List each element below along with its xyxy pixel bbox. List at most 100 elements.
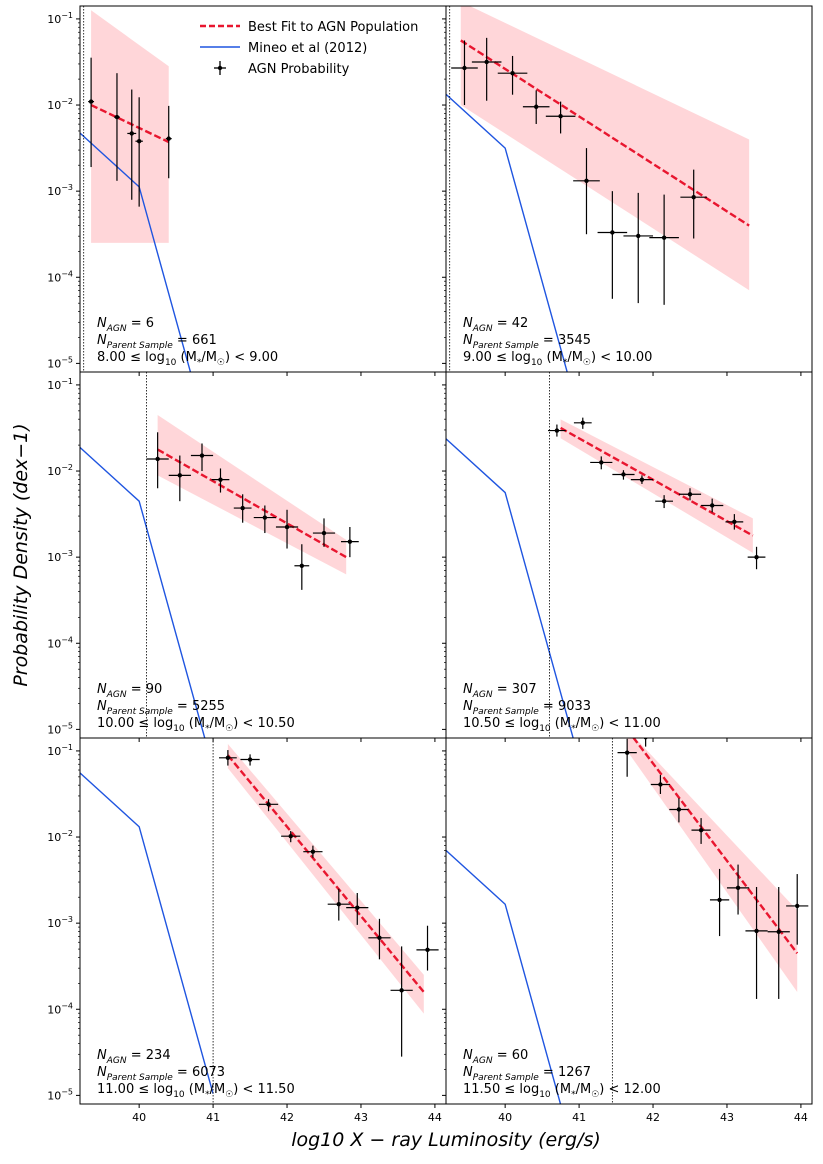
mass-range-text-1: ≤ log xyxy=(500,716,539,731)
point-marker xyxy=(321,530,327,536)
n-agn-equals: = xyxy=(493,682,512,697)
y-tick-exponent: −1 xyxy=(61,377,73,386)
y-tick-exponent: −4 xyxy=(61,269,73,278)
mass-range-star: * xyxy=(571,1090,576,1100)
data-point-4 xyxy=(522,90,550,124)
y-tick-exponent: −2 xyxy=(61,97,73,106)
n-parent-equals: = xyxy=(539,333,558,348)
data-point-1 xyxy=(219,750,237,766)
point-marker xyxy=(599,460,604,465)
x-axis-label: log10 X − ray Luminosity (erg/s) xyxy=(291,1129,601,1151)
data-point-6 xyxy=(253,505,276,534)
best-fit-line xyxy=(460,39,750,227)
n-agn-symbol: N xyxy=(97,1048,107,1063)
data-point-4 xyxy=(669,798,689,823)
best-fit-line xyxy=(560,426,754,537)
x-tick-label: 41 xyxy=(206,1111,220,1124)
n-agn-subscript: AGN xyxy=(106,1056,127,1066)
n-agn-value: 234 xyxy=(146,1048,171,1063)
data-point-9 xyxy=(312,518,336,547)
y-tick-label: 10−2 xyxy=(47,463,73,478)
panel-plot-area xyxy=(446,6,750,372)
best-fit-line xyxy=(90,103,170,144)
data-point-10 xyxy=(786,874,809,945)
data-point-9 xyxy=(649,194,679,305)
point-marker xyxy=(709,503,715,508)
point-marker xyxy=(377,935,382,940)
n-agn-equals: = xyxy=(127,1048,146,1063)
legend: Best Fit to AGN Population Mineo et al (… xyxy=(200,20,418,77)
point-marker xyxy=(284,524,290,530)
data-point-10 xyxy=(747,546,766,570)
mass-range-star: * xyxy=(563,358,568,368)
point-marker xyxy=(218,477,223,482)
point-marker xyxy=(624,750,630,755)
y-tick-base: 10 xyxy=(47,465,61,478)
mass-range-sub: 10 xyxy=(173,724,185,734)
data-point-6 xyxy=(573,148,600,235)
mineo-curve xyxy=(446,849,562,1104)
mineo-curve xyxy=(446,437,574,738)
data-point-3 xyxy=(190,443,214,472)
y-tick-exponent: −2 xyxy=(61,829,73,838)
data-point-5 xyxy=(691,818,711,844)
n-agn-value: 6 xyxy=(146,316,154,331)
n-parent-symbol: N xyxy=(463,1065,473,1080)
y-tick-label: 10−3 xyxy=(47,549,73,564)
mass-range-text-3: /M xyxy=(576,716,592,731)
point-marker xyxy=(136,139,142,144)
n-parent-subscript: Parent Sample xyxy=(107,707,173,717)
n-parent-value: 5255 xyxy=(192,699,225,714)
panel-frame xyxy=(445,737,813,1105)
mass-range-text-3: /M xyxy=(201,350,217,365)
y-tick-exponent: −1 xyxy=(61,743,73,752)
n-parent-equals: = xyxy=(173,333,192,348)
panel-plot-area xyxy=(80,372,359,738)
n-parent-subscript: Parent Sample xyxy=(473,707,539,717)
n-agn-annotation: NAGN = 6 xyxy=(97,316,154,334)
n-parent-value: 3545 xyxy=(558,333,591,348)
mass-range-text-3: /M xyxy=(210,716,226,731)
y-tick-base: 10 xyxy=(47,185,61,198)
y-tick-label: 10−4 xyxy=(47,1001,73,1016)
n-parent-symbol: N xyxy=(463,333,473,348)
data-point-2 xyxy=(471,37,502,101)
n-parent-subscript: Parent Sample xyxy=(107,1073,173,1083)
mass-range-text-2: (M xyxy=(542,350,562,365)
data-point-8 xyxy=(623,192,654,304)
mass-range-low: 10.50 xyxy=(463,716,500,731)
mass-range-text-1: ≤ log xyxy=(126,350,165,365)
n-parent-equals: = xyxy=(539,699,558,714)
data-point-1 xyxy=(146,432,169,489)
x-tick-label: 41 xyxy=(572,1111,586,1124)
point-marker xyxy=(129,131,134,136)
n-parent-annotation: NParent Sample = 1267 xyxy=(463,1065,591,1083)
x-tick-label: 42 xyxy=(280,1111,294,1124)
point-marker xyxy=(676,807,682,812)
n-agn-symbol: N xyxy=(463,316,473,331)
mass-range-text-1: ≤ log xyxy=(492,350,531,365)
n-agn-symbol: N xyxy=(463,682,473,697)
mass-range-high: 11.50 xyxy=(258,1082,295,1097)
mass-range-text-4: ) < xyxy=(233,716,257,731)
point-marker xyxy=(643,738,648,740)
n-parent-annotation: NParent Sample = 6073 xyxy=(97,1065,225,1083)
point-marker xyxy=(347,539,353,544)
y-tick-label: 10−4 xyxy=(47,635,73,650)
mass-range-high: 12.00 xyxy=(624,1082,661,1097)
y-tick-base: 10 xyxy=(47,271,61,284)
data-point-1 xyxy=(88,57,95,168)
data-point-2 xyxy=(114,73,120,181)
n-agn-equals: = xyxy=(127,682,146,697)
y-tick-label: 10−5 xyxy=(47,721,73,736)
point-marker xyxy=(288,833,293,839)
data-point-6 xyxy=(709,868,730,937)
mass-range-text-1: ≤ log xyxy=(134,1082,173,1097)
point-marker xyxy=(795,903,800,909)
mass-range-high: 11.00 xyxy=(624,716,661,731)
n-parent-equals: = xyxy=(173,1065,192,1080)
